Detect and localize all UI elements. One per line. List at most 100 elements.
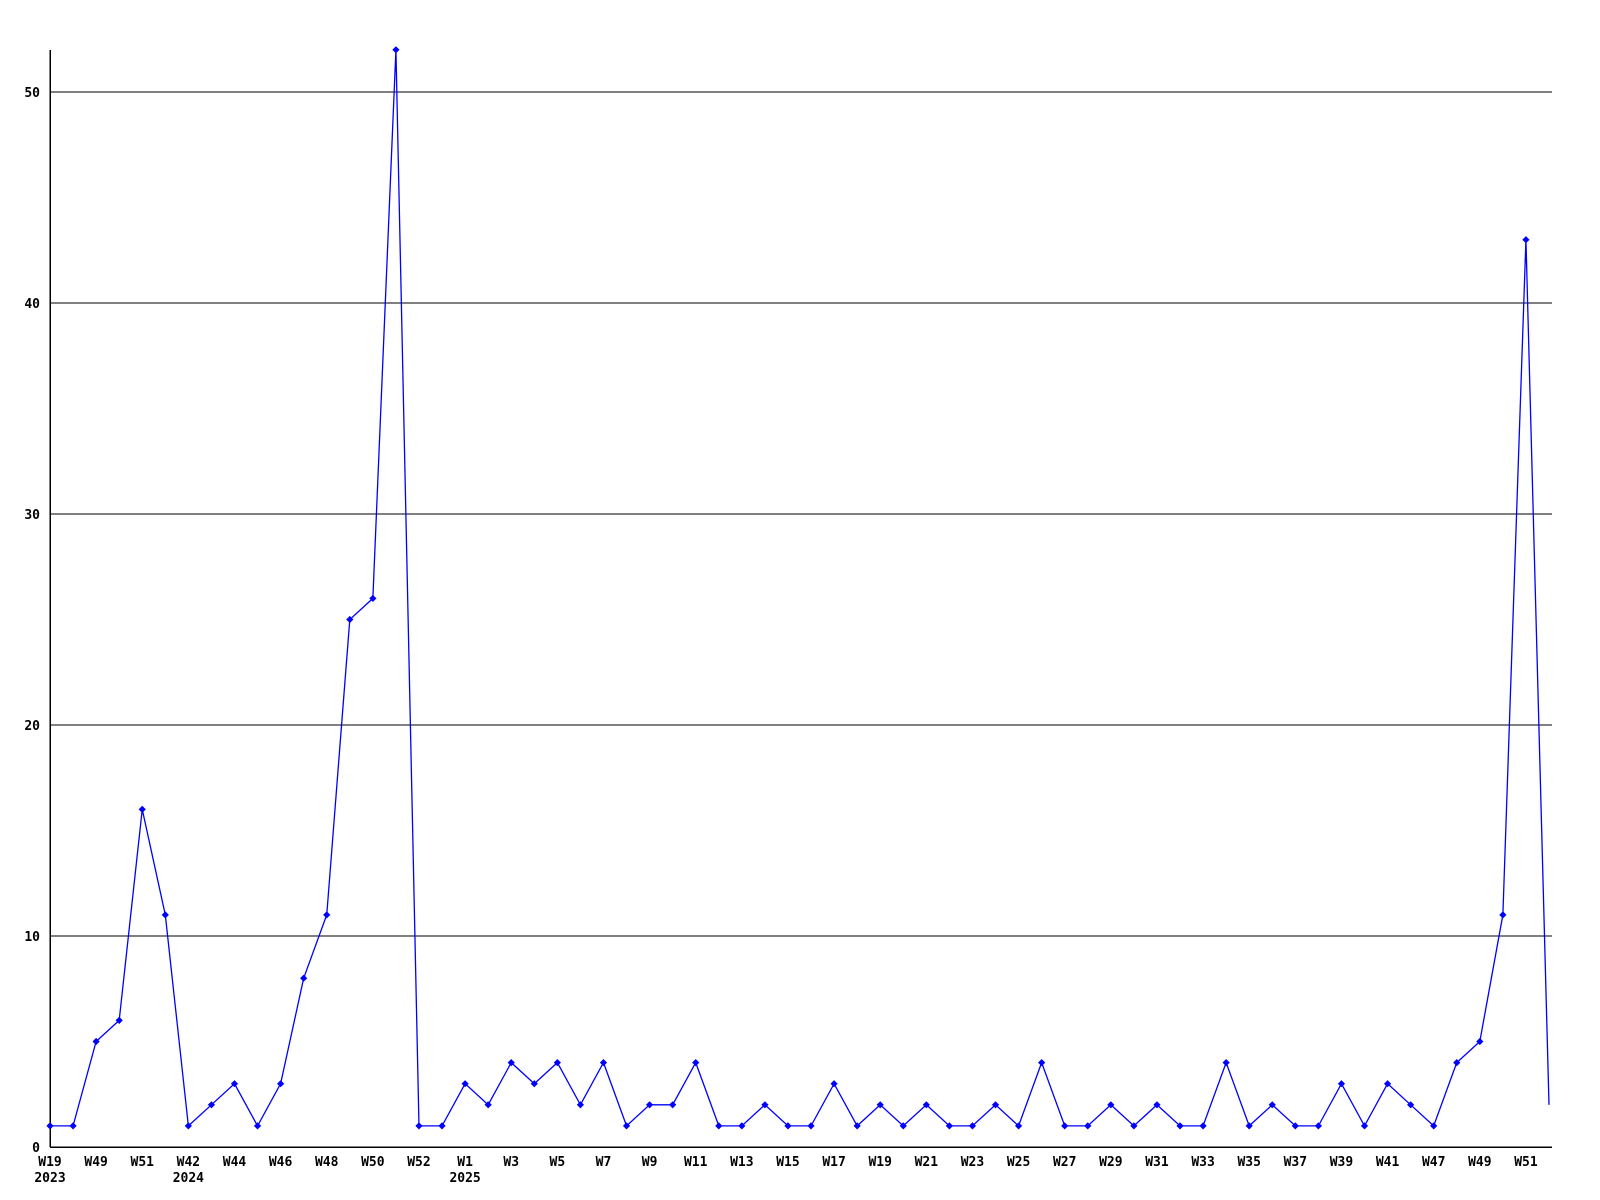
data-point-marker xyxy=(507,1059,515,1067)
y-tick-label: 20 xyxy=(24,719,40,734)
x-tick-label: W7 xyxy=(596,1155,612,1170)
x-tick-year-label: 2025 xyxy=(449,1171,480,1186)
data-point-marker xyxy=(807,1122,815,1130)
y-tick-label: 30 xyxy=(24,508,40,523)
x-tick-label: W51 xyxy=(1514,1155,1538,1170)
data-point-marker xyxy=(92,1037,100,1046)
data-point-marker xyxy=(230,1080,239,1088)
data-point-marker xyxy=(622,1122,631,1130)
x-tick-label: W49 xyxy=(84,1155,107,1170)
data-point-marker xyxy=(392,46,400,54)
data-point-marker xyxy=(369,594,377,602)
x-tick-year-label: 2023 xyxy=(34,1171,65,1186)
x-tick-label: W5 xyxy=(550,1155,566,1170)
data-point-marker xyxy=(415,1122,423,1130)
data-point-marker xyxy=(692,1059,700,1067)
x-tick-label: W27 xyxy=(1053,1155,1076,1170)
data-point-marker xyxy=(1407,1101,1415,1109)
x-tick-label: W19 xyxy=(868,1155,891,1170)
y-axis-labels: 0 10 20 30 40 50 xyxy=(24,86,40,1156)
x-tick-label: W9 xyxy=(642,1155,658,1170)
data-point-marker xyxy=(599,1059,608,1067)
data-point-marker xyxy=(761,1101,769,1109)
x-tick-label: W41 xyxy=(1376,1155,1400,1170)
data-point-marker xyxy=(346,615,354,624)
data-point-marker xyxy=(922,1101,930,1109)
x-tick-label: W44 xyxy=(223,1155,247,1170)
x-tick-label: W39 xyxy=(1330,1155,1353,1170)
data-point-marker xyxy=(161,911,169,919)
data-point-marker xyxy=(968,1122,977,1130)
data-point-marker xyxy=(1360,1122,1369,1130)
y-tick-label: 0 xyxy=(32,1141,40,1156)
data-point-marker xyxy=(1084,1122,1092,1130)
x-tick-label: W37 xyxy=(1284,1155,1307,1170)
data-point-marker xyxy=(876,1101,884,1109)
data-point-marker xyxy=(277,1080,285,1088)
x-tick-label: W31 xyxy=(1145,1155,1169,1170)
data-point-marker xyxy=(1199,1122,1207,1130)
x-tick-label: W48 xyxy=(315,1155,339,1170)
data-point-marker xyxy=(484,1101,492,1109)
x-tick-label: W1 xyxy=(457,1155,473,1170)
x-tick-label: W33 xyxy=(1191,1155,1214,1170)
y-tick-label: 50 xyxy=(24,86,40,101)
data-point-marker xyxy=(991,1101,1000,1109)
data-point-marker xyxy=(184,1122,192,1130)
data-point-marker xyxy=(1130,1122,1138,1130)
data-point-marker xyxy=(853,1122,861,1130)
data-point-marker xyxy=(646,1101,654,1109)
data-point-marker xyxy=(1453,1059,1461,1067)
data-point-marker xyxy=(715,1122,723,1130)
data-point-marker xyxy=(738,1122,746,1130)
data-point-marker xyxy=(323,911,331,919)
data-point-marker xyxy=(945,1122,953,1130)
x-tick-label: W17 xyxy=(822,1155,845,1170)
data-point-marker xyxy=(1476,1037,1484,1046)
data-point-marker xyxy=(461,1080,469,1088)
x-tick-label: W52 xyxy=(407,1155,430,1170)
data-point-marker xyxy=(300,974,308,982)
data-point-marker xyxy=(1291,1122,1299,1130)
data-point-marker xyxy=(830,1080,838,1088)
x-tick-label: W19 xyxy=(38,1155,61,1170)
x-tick-label: W29 xyxy=(1099,1155,1122,1170)
x-tick-label: W50 xyxy=(361,1155,385,1170)
data-point-marker xyxy=(576,1101,585,1109)
x-tick-label: W35 xyxy=(1237,1155,1260,1170)
data-point-marker xyxy=(899,1122,907,1130)
y-tick-label: 10 xyxy=(24,930,40,945)
gridlines xyxy=(50,91,1552,937)
data-point-marker xyxy=(1061,1122,1069,1130)
data-markers xyxy=(46,46,1530,1130)
data-point-marker xyxy=(1245,1122,1253,1130)
data-point-marker xyxy=(530,1080,538,1088)
data-point-marker xyxy=(784,1122,792,1130)
data-point-marker xyxy=(1337,1080,1346,1088)
data-point-marker xyxy=(46,1122,54,1130)
data-point-marker xyxy=(1522,236,1530,244)
data-point-marker xyxy=(1499,911,1507,919)
data-point-marker xyxy=(1430,1122,1438,1130)
data-point-marker xyxy=(1038,1059,1046,1067)
data-point-marker xyxy=(1314,1122,1322,1130)
data-line xyxy=(50,49,1550,1128)
data-point-marker xyxy=(1014,1122,1023,1130)
data-point-marker xyxy=(553,1059,561,1067)
data-point-marker xyxy=(1153,1101,1161,1109)
x-tick-label: W23 xyxy=(961,1155,984,1170)
x-tick-label: W15 xyxy=(776,1155,799,1170)
data-point-marker xyxy=(438,1122,446,1130)
x-tick-label: W3 xyxy=(503,1155,519,1170)
data-point-marker xyxy=(115,1016,123,1024)
x-tick-year-label: 2024 xyxy=(173,1171,204,1186)
data-point-marker xyxy=(1107,1101,1115,1109)
data-point-marker xyxy=(1176,1122,1184,1130)
x-tick-label: W42 xyxy=(177,1155,200,1170)
x-tick-label: W25 xyxy=(1007,1155,1030,1170)
data-point-marker xyxy=(69,1122,77,1130)
data-point-marker xyxy=(1222,1059,1230,1067)
